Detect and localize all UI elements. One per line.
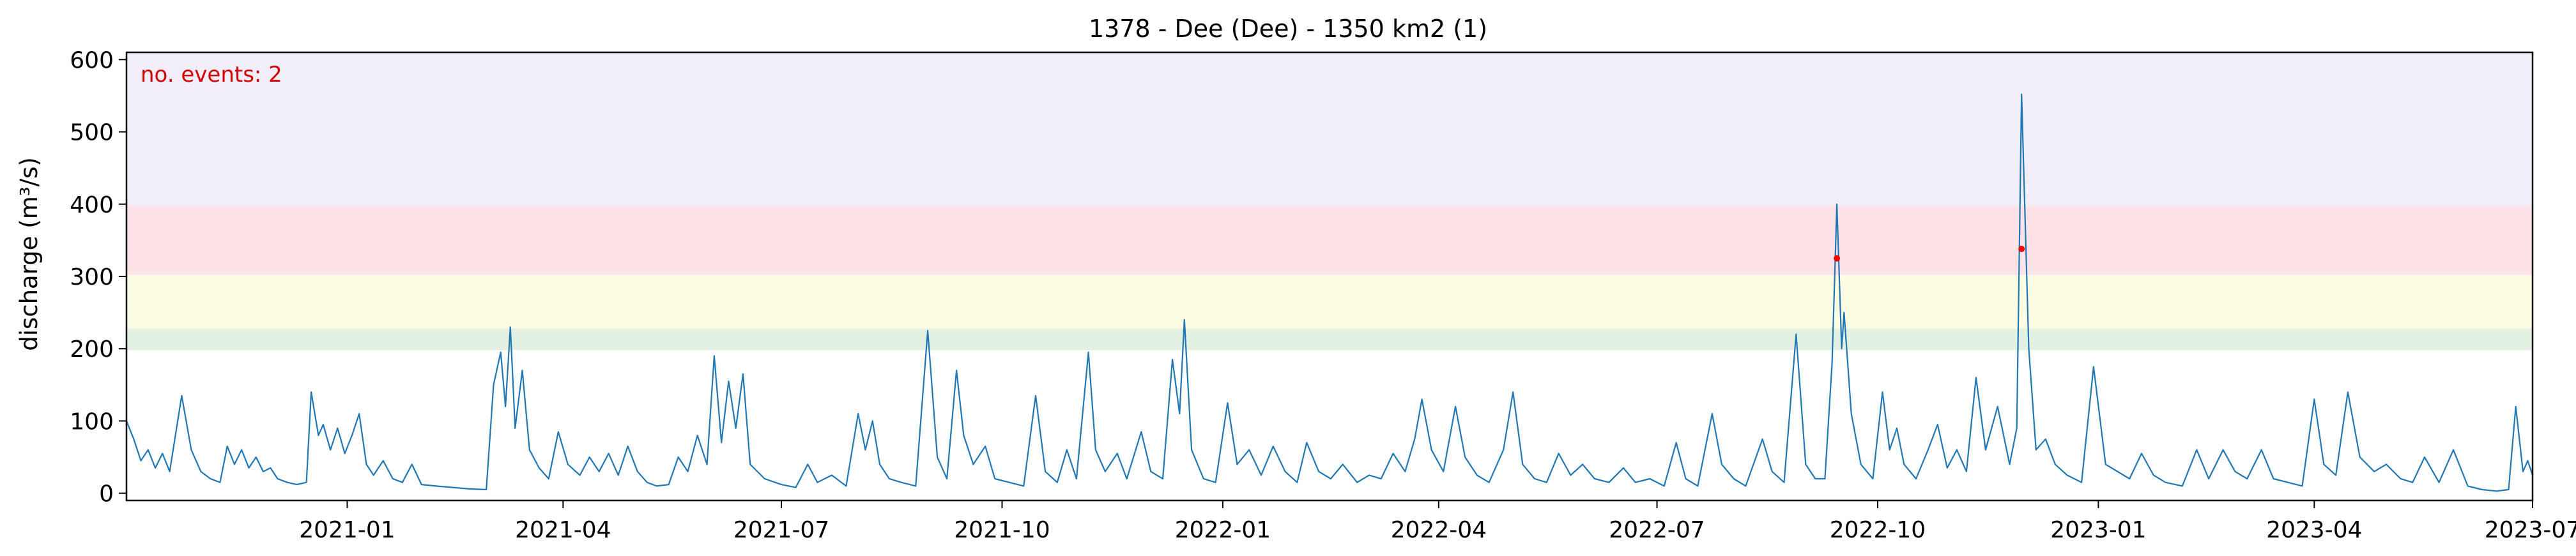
x-tick-label-3: 2021-10 — [954, 517, 1050, 543]
x-tick-label-4: 2022-01 — [1175, 517, 1271, 543]
series-line-0 — [125, 93, 2534, 492]
x-tick-label-10: 2023-07 — [2485, 517, 2576, 543]
x-tick-label-0: 2021-01 — [299, 517, 395, 543]
x-tick-label-8: 2023-01 — [2050, 517, 2146, 543]
y-tick-label-3: 300 — [70, 264, 114, 290]
x-tick-label-7: 2022-10 — [1830, 517, 1926, 543]
series-layer — [125, 93, 2534, 492]
x-tick-label-6: 2022-07 — [1609, 517, 1705, 543]
y-axis-label: discharge (m³/s) — [15, 157, 43, 351]
plot-frame — [125, 51, 2534, 502]
plot-area: no. events: 2 — [125, 52, 2534, 492]
events-count-annotation: no. events: 2 — [141, 62, 282, 87]
y-axis-ticks: 0 100 200 300 400 500 600 — [70, 47, 126, 507]
threshold-bands — [126, 52, 2533, 350]
x-tick-label-1: 2021-04 — [515, 517, 611, 543]
axes: 2021-01 2021-04 2021-07 2021-10 2022-01 2022-… — [70, 47, 2576, 543]
x-axis-ticks: 2021-01 2021-04 2021-07 2021-10 2022-01 2022-… — [299, 500, 2576, 543]
event-marker-1 — [2018, 245, 2025, 252]
y-tick-label-5: 500 — [70, 120, 114, 146]
threshold-band-0 — [126, 328, 2533, 350]
threshold-band-1 — [126, 274, 2533, 329]
x-tick-label-5: 2022-04 — [1391, 517, 1487, 543]
x-tick-label-9: 2023-04 — [2266, 517, 2362, 543]
threshold-band-2 — [126, 206, 2533, 275]
y-tick-label-0: 0 — [99, 481, 114, 507]
y-tick-label-4: 400 — [70, 192, 114, 218]
event-markers — [1834, 245, 2025, 262]
y-tick-label-1: 100 — [70, 409, 114, 435]
event-marker-0 — [1834, 255, 1841, 262]
threshold-band-3 — [126, 52, 2533, 206]
x-tick-label-2: 2021-07 — [733, 517, 829, 543]
y-tick-label-2: 200 — [70, 336, 114, 363]
y-tick-label-6: 600 — [70, 47, 114, 73]
chart-title: 1378 - Dee (Dee) - 1350 km2 (1) — [1089, 15, 1487, 43]
